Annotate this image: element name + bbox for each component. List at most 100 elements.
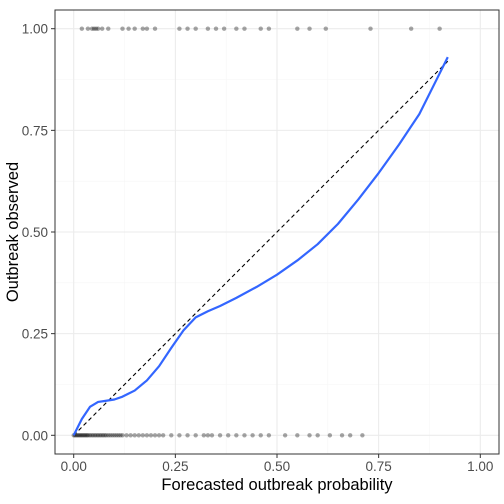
data-point [177, 433, 182, 438]
y-axis-title: Outbreak observed [4, 162, 22, 302]
data-point [242, 433, 247, 438]
data-point [85, 26, 91, 31]
data-point [99, 433, 104, 438]
y-tick-label: 0.25 [22, 327, 48, 342]
points-layer [71, 26, 442, 438]
data-point [92, 433, 98, 438]
data-point [136, 433, 141, 438]
data-point [89, 433, 94, 438]
data-point [307, 26, 312, 31]
data-point [106, 433, 111, 438]
data-point [148, 433, 154, 438]
y-tick-label: 0.75 [22, 123, 48, 138]
data-point [89, 26, 95, 31]
y-tick-label: 0.00 [22, 428, 48, 443]
data-point [177, 26, 182, 31]
data-point [201, 433, 207, 438]
data-point [75, 433, 80, 438]
data-point [185, 433, 190, 438]
data-point [91, 433, 96, 438]
data-point [97, 433, 102, 438]
data-point [132, 26, 137, 31]
x-tick-label: 0.75 [366, 459, 392, 474]
data-point [82, 433, 87, 438]
data-point [258, 433, 263, 438]
data-point [140, 433, 146, 438]
data-point [185, 26, 190, 31]
data-point [315, 433, 320, 438]
data-point [295, 26, 300, 31]
data-point [80, 433, 85, 438]
data-point [234, 433, 239, 438]
data-point [339, 433, 345, 438]
data-point [126, 26, 131, 31]
data-point [152, 26, 158, 31]
data-point [76, 433, 81, 438]
data-point [83, 433, 89, 438]
data-point [221, 26, 227, 31]
data-point [266, 26, 272, 31]
data-point [93, 26, 99, 31]
data-point [217, 433, 223, 438]
data-point [323, 26, 328, 31]
data-point [86, 433, 91, 438]
data-point [152, 433, 158, 438]
data-point [94, 433, 99, 438]
y-tick-label: 1.00 [22, 22, 48, 37]
data-point [110, 433, 115, 438]
data-point [234, 26, 239, 31]
data-point [242, 26, 247, 31]
data-point [116, 433, 121, 438]
y-tick-label: 0.50 [22, 225, 48, 240]
x-tick-label: 0.50 [264, 459, 290, 474]
data-point [106, 26, 111, 31]
data-point [295, 433, 300, 438]
data-point [205, 433, 211, 438]
data-point [282, 433, 288, 438]
data-point [95, 433, 101, 438]
data-point [169, 433, 174, 438]
x-tick-label: 0.25 [162, 459, 188, 474]
data-point [91, 26, 97, 31]
data-point [120, 433, 125, 438]
data-point [132, 433, 137, 438]
data-point [77, 433, 83, 438]
data-point [104, 433, 109, 438]
data-point [360, 433, 365, 438]
data-point [408, 26, 414, 31]
data-point [95, 26, 101, 31]
data-point [99, 26, 105, 31]
data-point [258, 26, 263, 31]
data-point [118, 433, 123, 438]
data-point [193, 433, 198, 438]
data-point [193, 26, 198, 31]
data-point [128, 433, 133, 438]
data-point [368, 26, 373, 31]
data-point [120, 26, 125, 31]
data-point [78, 433, 84, 438]
x-axis-ticks: 0.00 0.25 0.50 0.75 1.00 [61, 454, 493, 474]
data-point [209, 433, 215, 438]
x-tick-label: 0.00 [61, 459, 87, 474]
data-point [81, 433, 86, 438]
data-point [112, 433, 117, 438]
data-point [87, 433, 93, 438]
data-point [327, 433, 333, 438]
data-point [144, 26, 150, 31]
data-point [307, 433, 312, 438]
data-point [140, 26, 146, 31]
data-point [437, 26, 442, 31]
data-point [226, 433, 231, 438]
data-point [84, 433, 90, 438]
data-point [102, 433, 107, 438]
y-axis-ticks: 0.00 0.25 0.50 0.75 1.00 [22, 22, 55, 443]
data-point [250, 433, 255, 438]
data-point [124, 433, 129, 438]
data-point [108, 433, 113, 438]
smooth-line [72, 56, 449, 436]
data-point [347, 433, 353, 438]
data-point [205, 26, 211, 31]
data-point [266, 433, 272, 438]
data-point [213, 26, 219, 31]
